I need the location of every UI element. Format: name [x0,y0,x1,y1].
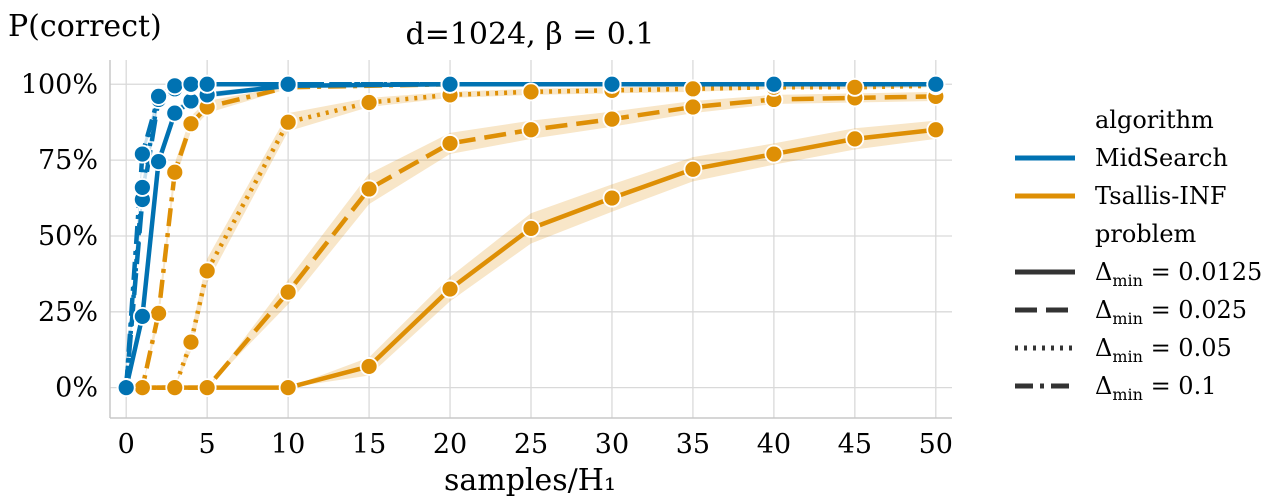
data-point [845,77,865,97]
data-point [440,74,460,94]
y-tick-label: 0% [55,373,98,404]
chart-title: d=1024, β = 0.1 [405,17,654,52]
legend-label: Δmin = 0.05 [1095,334,1232,366]
data-point [132,178,152,197]
y-axis-label: P(correct) [8,9,162,44]
x-tick-label: 15 [352,429,386,460]
x-tick-label: 30 [595,429,629,460]
legend-label: Tsallis-INF [1095,182,1226,210]
data-point [521,120,541,140]
data-point [845,129,865,149]
data-point [278,282,298,302]
series-line [126,127,937,390]
legend-label: Δmin = 0.1 [1095,372,1216,404]
legend-label: Δmin = 0.0125 [1095,258,1262,290]
data-point [165,378,185,398]
data-point [359,357,379,376]
data-point [926,120,946,140]
series-line [123,82,936,388]
x-tick-label: 0 [118,429,135,460]
data-point [602,188,622,208]
data-point [116,378,136,398]
data-point [149,303,168,323]
data-point [278,378,298,398]
y-tick-label: 25% [38,297,98,328]
data-point [359,93,379,112]
x-tick-label: 35 [676,429,710,460]
data-point [764,144,784,164]
legend-label: Δmin = 0.025 [1095,296,1247,328]
x-tick-label: 10 [271,429,305,460]
data-point [278,112,298,132]
legend-style-title: problem [1095,220,1197,248]
x-tick-label: 25 [514,429,548,460]
data-point [149,87,168,106]
legend-label: MidSearch [1095,144,1228,172]
data-point [683,97,703,117]
data-point [440,279,460,299]
tick-labels: 0 5 10 15 20 25 30 35 40 45 50 0% 25% 50% 75% 100% [21,69,953,460]
axes [109,60,952,419]
data-point [926,74,946,94]
data-point [132,144,152,164]
x-tick-label: 45 [838,429,872,460]
data-point [602,74,622,94]
data-point [181,74,201,94]
legend: algorithm MidSearch Tsallis-INF problem Δmin… [1015,106,1262,404]
data-point [683,79,703,99]
data-point [764,74,784,94]
data-point [602,109,622,129]
data-point [278,74,298,94]
data-point [359,179,379,199]
data-point [521,218,541,238]
data-point [132,378,152,398]
data-point [165,76,185,96]
data-point [197,378,217,398]
data-point [165,103,185,123]
data-point [149,152,168,172]
data-point [197,74,217,94]
legend-hue-title: algorithm [1095,106,1214,134]
y-tick-label: 100% [21,69,98,100]
data-point [440,134,460,153]
y-tick-label: 50% [38,221,98,252]
data-point [132,306,152,326]
data-point [521,82,541,102]
x-axis-label: samples/H₁ [444,463,616,498]
y-tick-label: 75% [38,145,98,176]
x-tick-label: 50 [919,429,953,460]
data-point [181,114,201,134]
data-point [181,332,201,352]
series-markers [116,74,946,398]
x-tick-label: 40 [757,429,791,460]
data-point [197,261,217,281]
data-point [165,162,185,182]
data-point [683,159,703,179]
x-tick-label: 20 [433,429,467,460]
x-tick-label: 5 [199,429,216,460]
